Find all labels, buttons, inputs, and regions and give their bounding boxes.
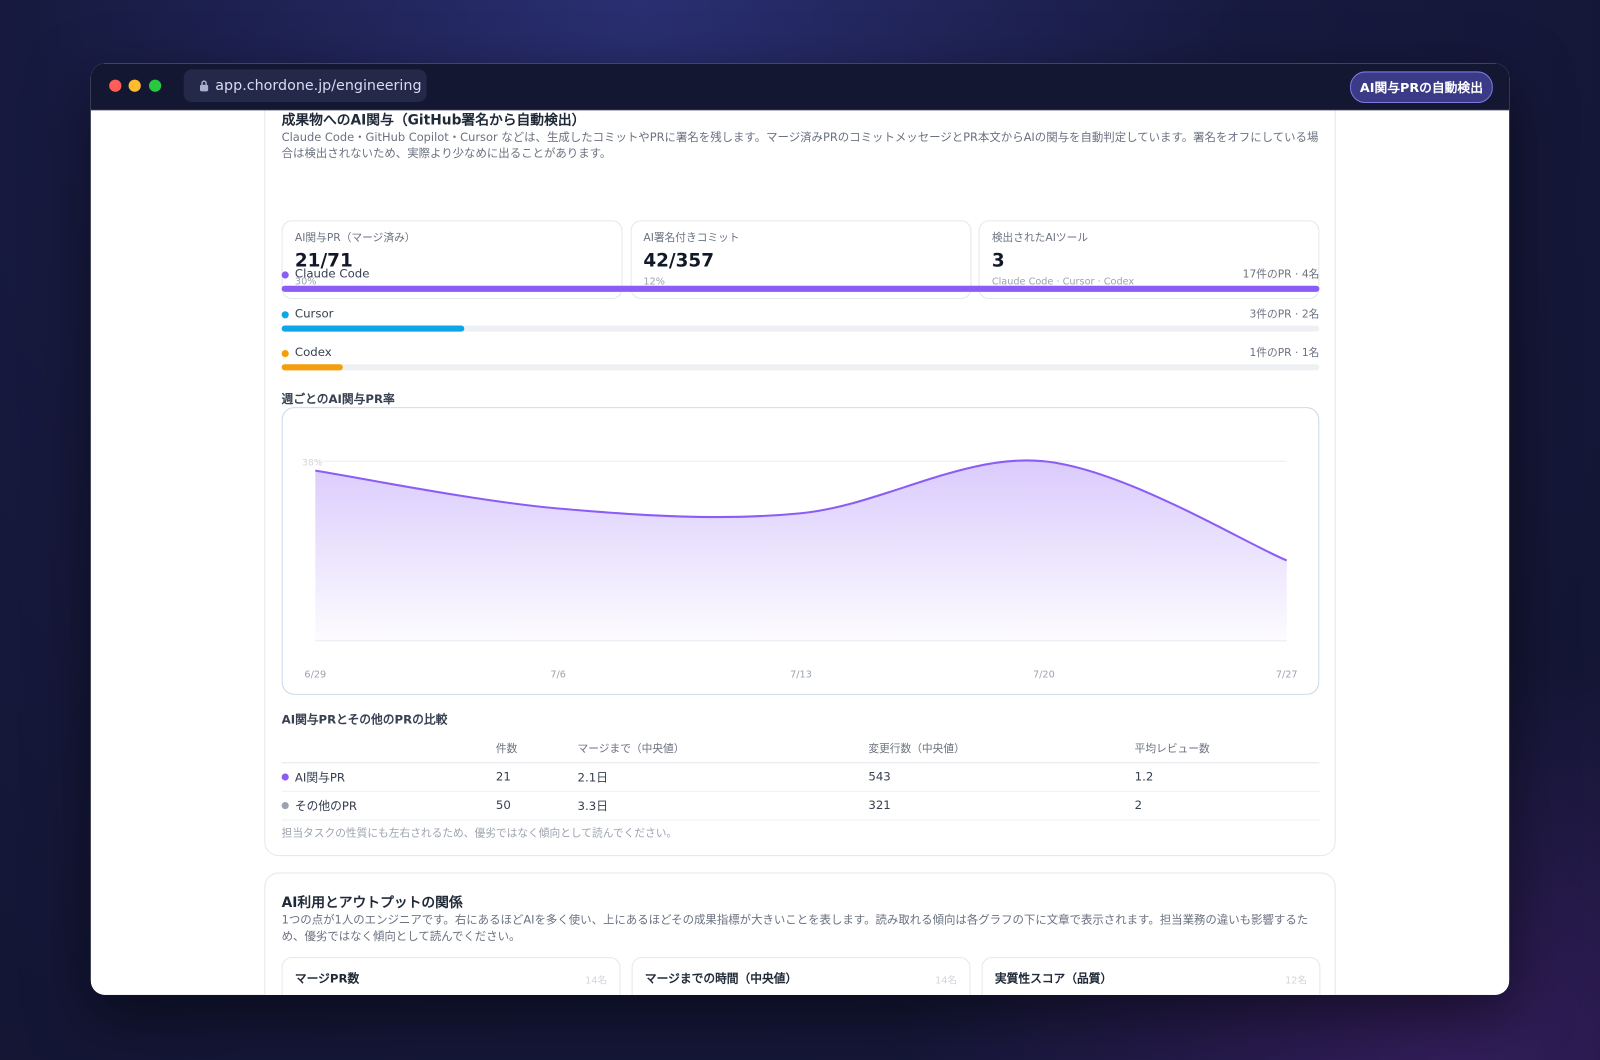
bar-track: [281, 324, 1320, 332]
stat-value: 42/357: [643, 249, 714, 272]
stat-sub: 12%: [643, 276, 665, 288]
area: [315, 460, 1287, 641]
scatter-card: マージまでの時間（中央値） 14名: [631, 957, 971, 995]
stat-card: 検出されたAIツール 3 Claude Code · Cursor · Codex: [978, 220, 1320, 299]
x-tick-label: 6/29: [304, 670, 326, 681]
comparison-title: AI関与PRとその他のPRの比較: [281, 712, 448, 727]
stat-sub: 30%: [294, 276, 317, 288]
auto-detect-button[interactable]: AI関与PRの自動検出: [1349, 71, 1493, 104]
line: [315, 459, 1288, 562]
tool-name: Codex: [294, 344, 332, 360]
table-header: 平均レビュー数: [1134, 742, 1210, 756]
tool-count: 1件のPR · 1名: [1249, 346, 1320, 360]
page-content: 成果物へのAI関与（GitHub署名から自動検出） Claude Code・Gi…: [90, 109, 1510, 995]
scatter-card-count: 12名: [1285, 975, 1308, 987]
scatter-card-count: 14名: [935, 975, 958, 987]
scatter-card-title: マージまでの時間（中央値）: [644, 971, 798, 986]
section2-description: 1つの点が1人のエンジニアです。右にあるほどAIを多く使い、上にあるほどその成果…: [281, 913, 1309, 943]
stat-label: 検出されたAIツール: [991, 231, 1089, 244]
browser-window: app.chordone.jp/engineering AI関与PRの自動検出 …: [90, 63, 1510, 995]
x-tick-label: 7/27: [1276, 670, 1298, 681]
row-dot: [281, 802, 289, 810]
ai-output-panel: [264, 872, 1336, 995]
tool-dot: [281, 310, 289, 318]
table-cell: 321: [868, 797, 891, 813]
table-cell: 50: [495, 797, 511, 813]
table-rule: [281, 819, 1320, 821]
scatter-card-title: マージPR数: [294, 971, 360, 986]
chart-title: 週ごとのAI関与PR率: [281, 391, 395, 407]
row-name: その他のPR: [294, 798, 358, 814]
section-description: Claude Code・GitHub Copilot・Cursor などは、生成…: [281, 130, 1319, 161]
table-cell: 1.2: [1134, 769, 1154, 784]
lock-icon: [199, 80, 209, 92]
x-tick-label: 7/13: [790, 670, 812, 681]
tool-dot: [281, 349, 289, 358]
tool-dot: [281, 271, 289, 279]
close-button[interactable]: [109, 79, 122, 92]
table-header: マージまで（中央値）: [577, 742, 685, 756]
tool-name: Cursor: [294, 305, 334, 320]
scatter-card-count: 14名: [585, 975, 608, 987]
bar: [281, 364, 343, 371]
x-tick-label: 7/6: [550, 670, 566, 681]
row-dot: [281, 773, 289, 781]
table-cell: 2: [1134, 797, 1143, 813]
table-rule: [281, 790, 1320, 792]
table-cell: 543: [868, 769, 891, 784]
row-name: AI関与PR: [294, 770, 346, 785]
tool-name: Claude Code: [294, 266, 370, 281]
stat-value: 3: [991, 249, 1005, 272]
table-header: 件数: [495, 742, 518, 756]
bar: [281, 285, 1320, 292]
table-rule: [281, 762, 1320, 764]
table-header: 変更行数（中央値）: [868, 742, 965, 756]
weekly-chart: 38% 6/29 7/6 7/13 7/20 7/27: [281, 407, 1320, 695]
table-cell: 3.3日: [577, 798, 608, 814]
table-cell: 21: [495, 769, 511, 784]
tool-count: 17件のPR · 4名: [1242, 268, 1320, 281]
table-cell: 2.1日: [577, 770, 608, 785]
stat-card: AI関与PR（マージ済み） 21/71 30%: [281, 220, 623, 299]
scatter-card: 実質性スコア（品質） 12名: [981, 957, 1321, 995]
bar: [281, 324, 465, 332]
y-tick-label: 38%: [302, 457, 323, 468]
comparison-note: 担当タスクの性質にも左右されるため、優劣ではなく傾向として読んでください。: [281, 827, 678, 840]
tool-count: 3件のPR · 2名: [1249, 307, 1320, 320]
zoom-button[interactable]: [148, 79, 162, 92]
stat-label: AI署名付きコミット: [643, 231, 740, 244]
scatter-card: マージPR数 14名: [281, 957, 621, 995]
address-bar[interactable]: app.chordone.jp/engineering: [183, 69, 427, 103]
minimize-button[interactable]: [128, 79, 141, 92]
url-text: app.chordone.jp/engineering: [215, 77, 422, 94]
stat-sub: Claude Code · Cursor · Codex: [991, 276, 1135, 288]
title-bar: app.chordone.jp/engineering AI関与PRの自動検出: [90, 63, 1510, 111]
bar-track: [281, 364, 1320, 371]
scatter-card-title: 実質性スコア（品質）: [994, 971, 1113, 986]
stat-card: AI署名付きコミット 42/357 12%: [630, 220, 971, 299]
stat-value: 21/71: [294, 249, 353, 272]
section2-title: AI利用とアウトプットの関係: [281, 894, 463, 912]
x-tick-label: 7/20: [1033, 670, 1055, 681]
stat-label: AI関与PR（マージ済み）: [294, 231, 416, 244]
section-title: 成果物へのAI関与（GitHub署名から自動検出）: [281, 112, 586, 129]
